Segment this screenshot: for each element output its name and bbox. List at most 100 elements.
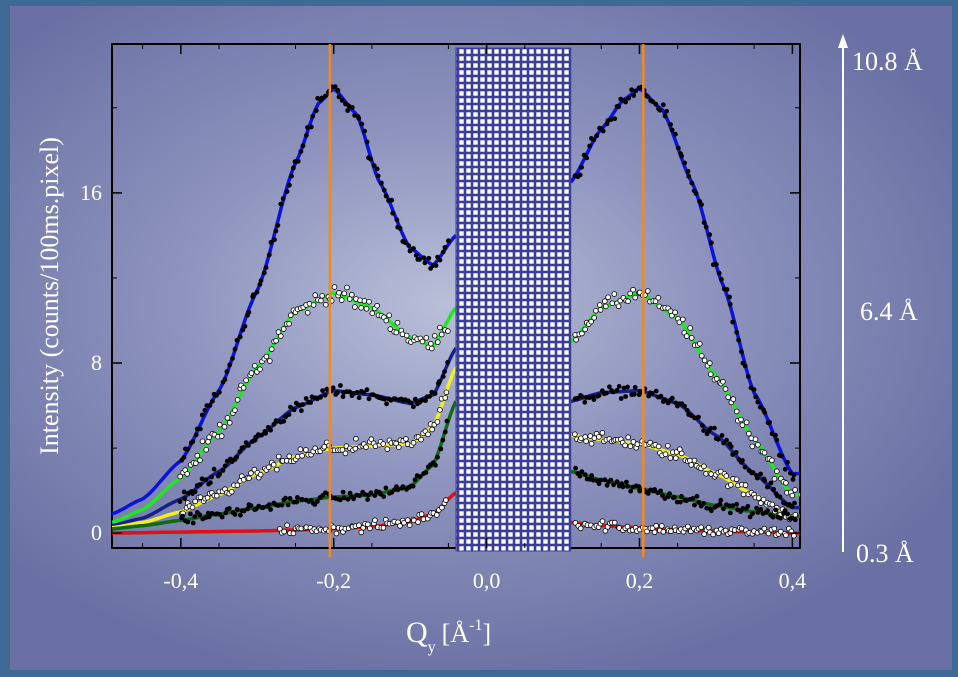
data-point — [432, 391, 438, 396]
data-point — [283, 414, 288, 420]
data-point — [715, 436, 721, 442]
y-tick-label: 0 — [91, 520, 102, 545]
data-point — [410, 439, 417, 446]
data-point — [364, 139, 370, 145]
data-point — [319, 95, 325, 101]
data-point — [662, 451, 669, 458]
data-point — [730, 396, 737, 402]
data-point — [339, 98, 345, 103]
data-point — [291, 407, 297, 413]
data-point — [202, 407, 208, 413]
data-point — [260, 505, 266, 511]
data-point — [777, 494, 783, 500]
data-point — [575, 395, 580, 401]
data-point — [679, 316, 686, 323]
data-point — [338, 297, 345, 303]
data-point — [440, 374, 446, 379]
data-point — [406, 522, 413, 528]
data-point — [344, 284, 350, 291]
data-point — [382, 396, 387, 402]
data-point — [259, 432, 265, 438]
masked-region — [455, 47, 572, 552]
data-point — [672, 455, 679, 461]
data-point — [356, 115, 362, 121]
data-point — [283, 495, 288, 501]
data-point — [724, 287, 730, 292]
data-point — [351, 496, 356, 502]
data-point — [644, 288, 651, 294]
data-point — [273, 228, 279, 234]
data-point — [203, 477, 209, 483]
data-point — [653, 101, 659, 107]
data-point — [285, 502, 291, 508]
data-point — [234, 454, 240, 460]
data-point — [446, 238, 451, 244]
data-point — [434, 419, 441, 425]
data-point — [417, 257, 422, 262]
data-point — [380, 524, 387, 531]
intensity-chart: -0,4 -0,2 0,0 0,2 0,4 0 8 16 Intensity (counts/… — [35, 34, 923, 656]
data-point — [237, 449, 243, 454]
data-point — [426, 255, 432, 261]
x-tick-label: -0,2 — [316, 568, 351, 593]
data-point — [623, 394, 628, 399]
data-point — [277, 333, 284, 339]
data-point — [303, 396, 309, 401]
data-point — [728, 444, 734, 449]
data-point — [359, 121, 365, 127]
data-point — [287, 182, 292, 188]
data-point — [363, 305, 370, 312]
data-point — [177, 473, 184, 480]
data-point — [281, 418, 287, 424]
data-point — [725, 394, 731, 401]
data-point — [352, 304, 358, 310]
data-point — [774, 437, 780, 443]
data-point — [445, 328, 451, 334]
data-point — [246, 443, 251, 448]
data-point — [270, 461, 277, 468]
data-point — [785, 511, 790, 517]
data-point — [722, 386, 729, 392]
data-point — [758, 507, 764, 512]
data-point — [258, 278, 264, 283]
data-point — [177, 499, 183, 505]
data-point — [694, 493, 700, 499]
data-point — [389, 197, 395, 203]
data-point — [423, 470, 429, 475]
data-point — [601, 298, 608, 305]
data-point — [607, 384, 612, 390]
data-point — [232, 407, 238, 414]
data-point — [696, 340, 703, 347]
data-point — [596, 481, 602, 487]
data-point — [353, 435, 359, 442]
data-point — [602, 303, 609, 310]
x-axis-title: Qy [Å-1] — [406, 616, 491, 656]
data-point — [413, 252, 419, 258]
data-point — [394, 217, 400, 223]
data-point — [203, 446, 210, 453]
data-point — [221, 423, 228, 430]
data-point — [287, 496, 293, 501]
data-point — [339, 447, 346, 453]
data-point — [286, 412, 292, 417]
data-point — [400, 484, 406, 490]
data-point — [736, 337, 741, 343]
data-point — [588, 440, 595, 447]
data-point — [288, 404, 293, 410]
data-point — [352, 445, 359, 452]
data-point — [313, 108, 319, 113]
data-point — [245, 506, 251, 512]
data-point — [383, 317, 390, 324]
data-point — [614, 387, 620, 393]
data-point — [437, 257, 443, 263]
data-point — [611, 482, 616, 488]
data-point — [375, 173, 381, 179]
data-point — [412, 396, 418, 402]
data-point — [571, 431, 578, 438]
data-point — [402, 240, 408, 246]
data-point — [266, 358, 273, 364]
data-point — [397, 225, 403, 231]
data-point — [604, 390, 609, 396]
data-point — [303, 447, 309, 453]
data-point — [242, 323, 248, 329]
